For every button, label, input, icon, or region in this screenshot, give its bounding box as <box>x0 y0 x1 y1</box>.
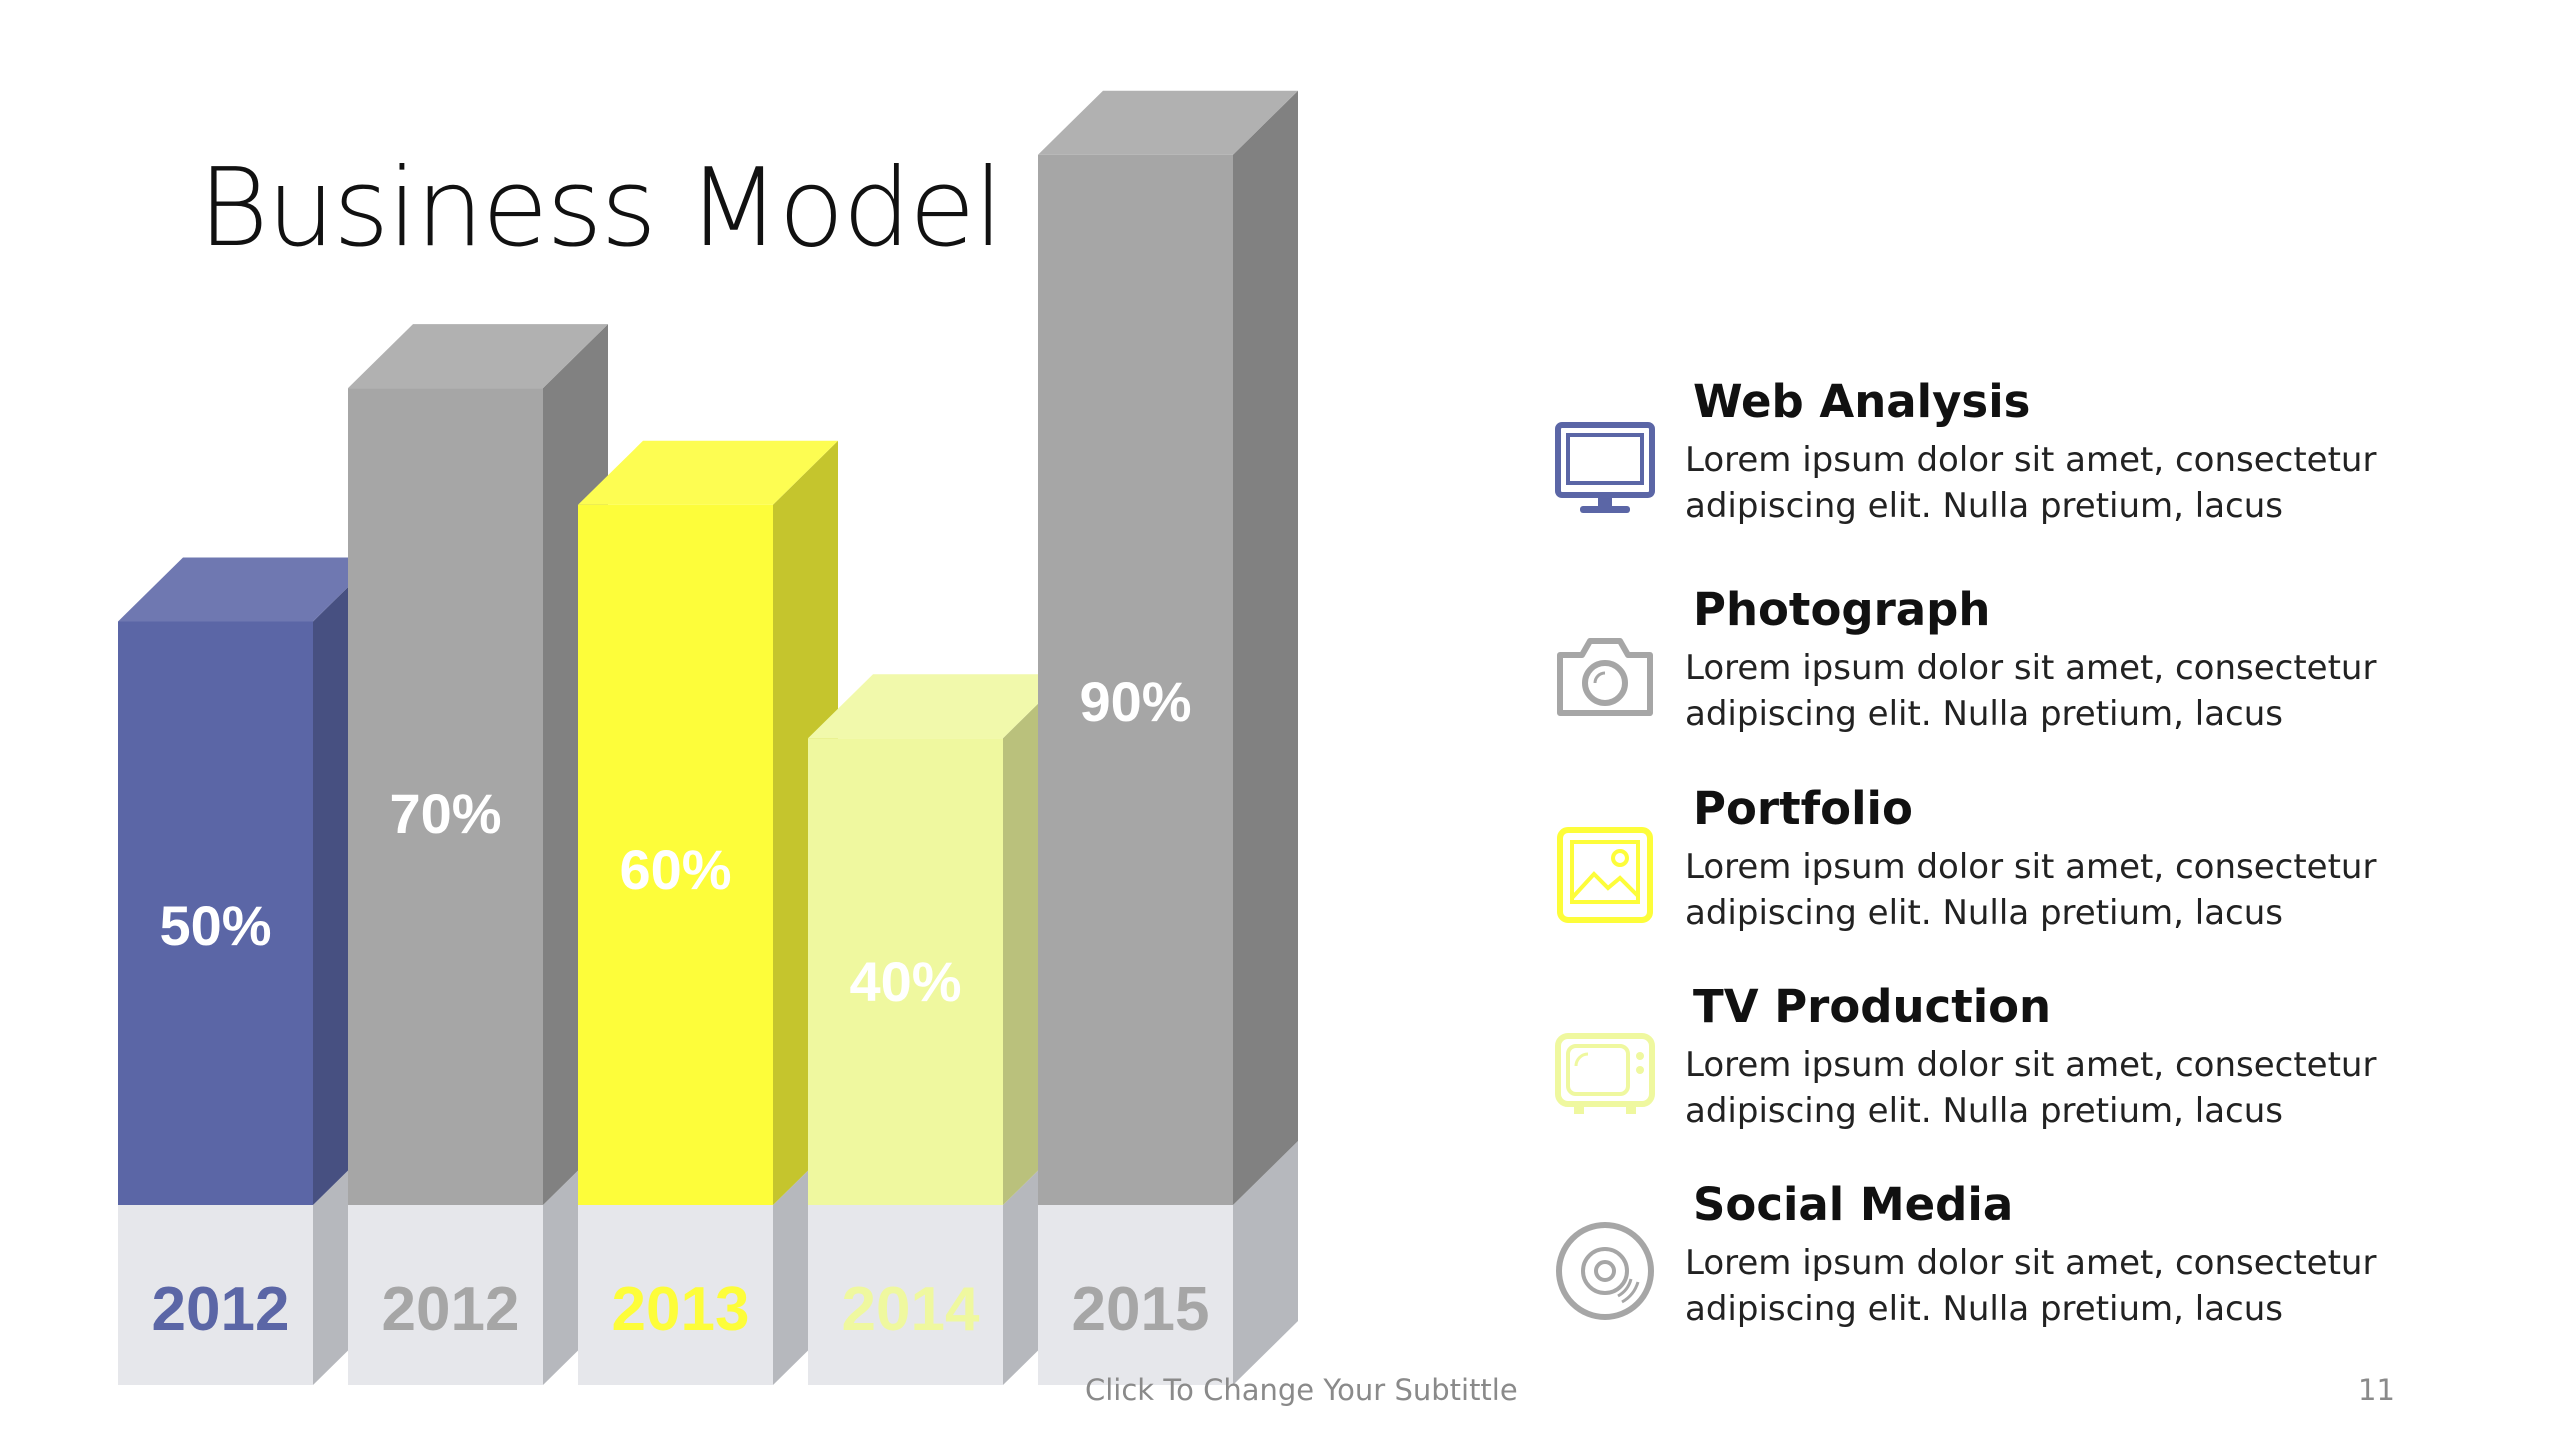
bar-base-front <box>1038 1205 1233 1385</box>
bar-value-label: 90% <box>1079 670 1191 733</box>
feature-title: Social Media <box>1693 1178 2014 1231</box>
bar-front <box>348 388 543 1206</box>
bar-category-label: 2012 <box>152 1275 290 1344</box>
bar-category-label: 2015 <box>1072 1275 1210 1344</box>
picture-icon <box>1550 820 1660 930</box>
tv-icon <box>1550 1018 1660 1128</box>
bar-value-label: 60% <box>619 838 731 901</box>
bar-front <box>118 621 313 1205</box>
bar-category-label: 2012 <box>382 1275 520 1344</box>
bar-top <box>348 324 608 389</box>
bar-top <box>118 557 378 622</box>
feature-description: Lorem ipsum dolor sit amet, consectetur … <box>1685 847 2377 933</box>
bar-side <box>1233 90 1298 1206</box>
feature-description: Lorem ipsum dolor sit amet, consectetur … <box>1685 1045 2377 1131</box>
bar-base-front <box>348 1205 543 1385</box>
monitor-icon <box>1550 413 1660 523</box>
bar-chart: 50% 2012 70% 2012 60% 2013 40% 2014 90% 2015 <box>118 90 1298 1385</box>
feature-portfolio: Portfolio Lorem ipsum dolor sit amet, co… <box>1540 782 2440 962</box>
bar-front <box>1038 154 1233 1206</box>
feature-description: Lorem ipsum dolor sit amet, consectetur … <box>1685 1243 2377 1329</box>
bar-value-label: 50% <box>159 894 271 957</box>
feature-social-media: Social Media Lorem ipsum dolor sit amet,… <box>1540 1178 2440 1358</box>
feature-photograph: Photograph Lorem ipsum dolor sit amet, c… <box>1540 583 2440 763</box>
bar-top <box>808 674 1068 739</box>
camera-icon <box>1550 621 1660 731</box>
feature-title: Web Analysis <box>1693 375 2031 428</box>
feature-description: Lorem ipsum dolor sit amet, consectetur … <box>1685 440 2377 526</box>
footer-subtitle[interactable]: Click To Change Your Subtittle <box>1085 1373 1518 1407</box>
slide-title: Business Model <box>198 146 1003 271</box>
bar-front <box>578 504 773 1205</box>
bar-category-label: 2014 <box>842 1275 980 1344</box>
feature-web-analysis: Web Analysis Lorem ipsum dolor sit amet,… <box>1540 375 2440 555</box>
feature-tv-production: TV Production Lorem ipsum dolor sit amet… <box>1540 980 2440 1160</box>
feature-title: Portfolio <box>1693 782 1913 835</box>
bar-value-label: 70% <box>389 782 501 845</box>
page-number: 11 <box>2358 1373 2395 1407</box>
bar-category-label: 2013 <box>612 1275 750 1344</box>
bar-base-side <box>1233 1141 1298 1385</box>
bar-base-front <box>808 1205 1003 1385</box>
bar-base-front <box>578 1205 773 1385</box>
bar-base-front <box>118 1205 313 1385</box>
feature-description: Lorem ipsum dolor sit amet, consectetur … <box>1685 648 2377 734</box>
bar-top <box>1038 90 1298 155</box>
feature-title: TV Production <box>1693 980 2052 1033</box>
feature-title: Photograph <box>1693 583 1991 636</box>
bar-value-label: 40% <box>849 950 961 1013</box>
disc-icon <box>1550 1216 1660 1326</box>
bar-top <box>578 440 838 505</box>
bar-front <box>808 738 1003 1205</box>
